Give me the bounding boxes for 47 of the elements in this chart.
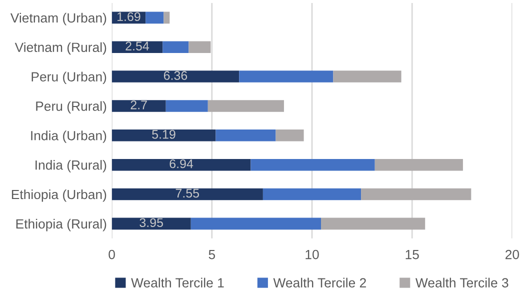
bar bbox=[239, 70, 334, 82]
bar bbox=[276, 130, 304, 142]
y-tick-label: Peru (Rural) bbox=[36, 101, 106, 114]
data-label: 6.94 bbox=[170, 159, 194, 168]
bar bbox=[146, 12, 164, 24]
bar bbox=[190, 218, 322, 230]
bar bbox=[164, 12, 170, 24]
bar bbox=[112, 41, 163, 54]
y-tick-label: Ethiopia (Rural) bbox=[16, 218, 106, 232]
y-tick-label: India (Urban) bbox=[31, 130, 106, 143]
y-tick-label: Ethiopia (Urban) bbox=[12, 189, 106, 202]
data-label: 3.95 bbox=[140, 218, 163, 228]
bar bbox=[208, 100, 284, 112]
data-label: 5.19 bbox=[152, 130, 176, 139]
bar bbox=[166, 100, 208, 112]
bar bbox=[250, 158, 375, 171]
bar bbox=[112, 100, 166, 112]
bar bbox=[112, 70, 240, 82]
x-tick-label: 15 bbox=[406, 250, 419, 260]
y-tick-label: Vietnam (Urban) bbox=[10, 12, 106, 26]
bar bbox=[216, 130, 276, 142]
x-tick-label: 20 bbox=[506, 250, 520, 260]
bar bbox=[112, 130, 216, 142]
data-label: 6.36 bbox=[164, 71, 188, 80]
legend-label: Wealth Tercile 3 bbox=[415, 278, 508, 288]
bar bbox=[188, 41, 211, 54]
x-tick-label: 5 bbox=[208, 250, 216, 260]
data-label: 2.7 bbox=[130, 100, 147, 110]
bar bbox=[361, 188, 472, 200]
bar bbox=[321, 218, 426, 230]
bar bbox=[262, 188, 362, 200]
y-tick-label: India (Rural) bbox=[36, 160, 106, 172]
bar bbox=[333, 70, 402, 82]
data-label: 7.55 bbox=[176, 188, 200, 198]
y-tick-label: Vietnam (Rural) bbox=[14, 42, 106, 55]
data-label: 2.54 bbox=[126, 42, 150, 50]
bar bbox=[374, 158, 463, 171]
data-label: 1.69 bbox=[118, 12, 140, 22]
y-tick-label: Peru (Urban) bbox=[32, 72, 106, 84]
legend-label: Wealth Tercile 2 bbox=[273, 278, 366, 288]
x-tick-label: 0 bbox=[108, 250, 115, 260]
x-tick-label: 10 bbox=[306, 250, 319, 260]
legend-label: Wealth Tercile 1 bbox=[131, 278, 224, 288]
bar bbox=[112, 218, 191, 230]
bar bbox=[112, 188, 263, 200]
bar bbox=[112, 158, 251, 171]
bar bbox=[162, 41, 189, 54]
